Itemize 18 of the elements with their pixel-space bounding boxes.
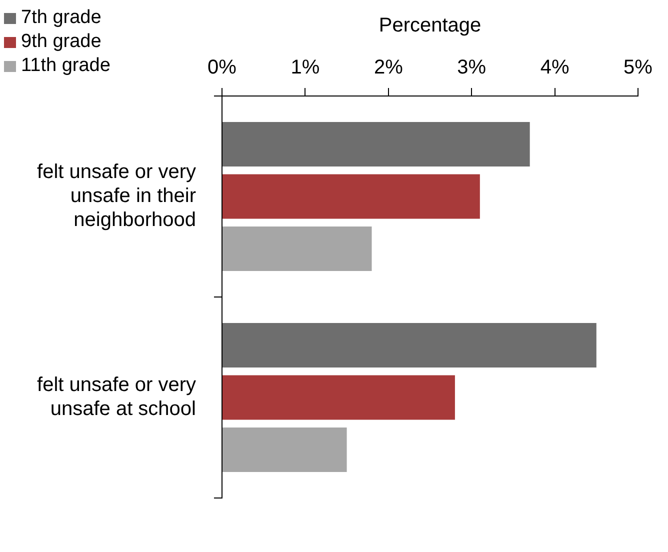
- x-tick-label: 0%: [208, 56, 237, 79]
- bar: [222, 375, 455, 420]
- bar: [222, 226, 372, 271]
- legend-label: 9th grade: [21, 30, 102, 54]
- bar: [222, 323, 596, 368]
- x-tick-label: 5%: [624, 56, 653, 79]
- x-tick-label: 3%: [457, 56, 486, 79]
- x-axis-title: Percentage: [378, 14, 482, 37]
- x-tick-label: 1%: [290, 56, 320, 79]
- x-tick-label: 4%: [540, 56, 570, 79]
- bar: [222, 122, 530, 166]
- legend-label: 7th grade: [21, 6, 102, 30]
- bar: [222, 174, 480, 219]
- y-tick-label: felt unsafe or very unsafe in their neighborhood: [37, 161, 196, 232]
- x-tick-label: 2%: [374, 56, 404, 79]
- bar: [222, 428, 347, 472]
- y-tick-label: felt unsafe or very unsafe at school: [37, 374, 196, 420]
- legend-label: 11th grade: [21, 54, 110, 78]
